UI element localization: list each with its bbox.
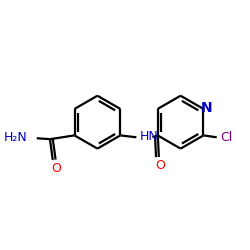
Text: N: N — [200, 101, 212, 115]
Text: Cl: Cl — [220, 131, 232, 144]
Text: O: O — [155, 159, 165, 172]
Text: HN: HN — [140, 130, 159, 143]
Text: O: O — [52, 162, 62, 175]
Text: H₂N: H₂N — [4, 131, 27, 144]
